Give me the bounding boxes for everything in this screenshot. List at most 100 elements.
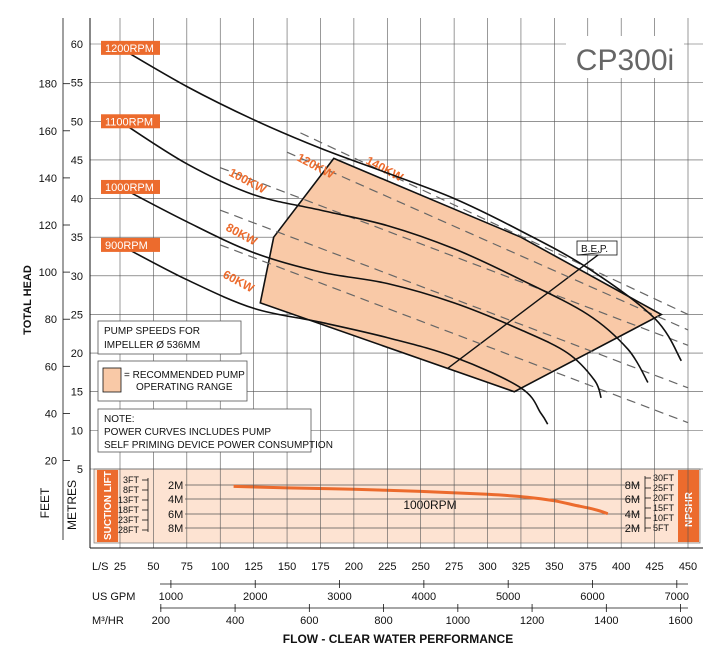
suction-lift-m-tick: 8M [168,523,183,535]
chart-title: CP300i [576,44,674,77]
y-tick-feet: 100 [39,267,57,279]
note-line3: SELF PRIMING DEVICE POWER CONSUMPTION [104,440,333,451]
x-tick-usgpm: 6000 [580,591,604,603]
x-tick-ls: 225 [378,561,396,573]
y-tick-metres: 15 [71,387,83,399]
x-tick-ls: 75 [181,561,193,573]
power-line-label: 120KW [295,150,337,181]
speed-curve [119,244,549,425]
npshr-label: NPSHR [684,491,695,527]
legend-box [97,360,248,402]
power-line [220,167,689,346]
operating-range-area [259,157,663,393]
x-tick-ls: 200 [345,561,363,573]
y-tick-metres: 55 [71,78,83,90]
y-tick-feet: 60 [45,361,57,373]
x-tick-ls: 450 [679,561,697,573]
suction-lift-ft-tick: 23FT [118,515,140,525]
x-tick-ls: 250 [412,561,430,573]
note-box [97,408,312,453]
power-line [220,244,689,424]
suction-lift-label: SUCTION LIFT [103,471,114,540]
legend-line2: OPERATING RANGE [136,382,233,393]
y-tick-feet: 20 [45,456,57,468]
speed-curve-tag [101,237,160,252]
x-unit-ls: L/S [92,561,109,573]
x-tick-m3hr: 1200 [520,615,544,627]
x-tick-ls: 150 [278,561,296,573]
x-tick-usgpm: 3000 [327,591,351,603]
x-tick-usgpm: 2000 [243,591,267,603]
x-axis-title: FLOW - CLEAR WATER PERFORMANCE [283,632,513,646]
speed-curve [119,186,602,399]
operating-range [259,157,663,393]
speed-curve-label: 1200RPM [105,43,154,55]
x-tick-m3hr: 800 [374,615,392,627]
npshr-ft-tick: 20FT [653,493,675,503]
x-tick-ls: 175 [311,561,329,573]
suction-lift-ft-tick: 18FT [118,505,140,515]
npshr-curve [233,484,609,516]
bep-line [447,252,602,370]
x-tick-ls: 325 [512,561,530,573]
x-tick-ls: 375 [579,561,597,573]
speed-curves: 1200RPM 1100RPM 1000RPM 900RPM [101,40,682,425]
y-axis-metres-label: METRES [65,480,79,530]
legend-swatch [102,367,122,393]
chart-labels: CP300i B.E.P. [566,36,684,256]
y-tick-feet: 140 [39,173,57,185]
x-tick-ls: 350 [545,561,563,573]
speed-curve-label: 1000RPM [105,182,154,194]
npshr-ft-tick: 5FT [653,523,670,533]
y-tick-metres: 50 [71,116,83,128]
x-tick-m3hr: 400 [226,615,244,627]
power-line [220,209,689,389]
bep-pointer [576,252,602,256]
bep-label-box [576,240,618,256]
x-tick-ls: 300 [478,561,496,573]
y-tick-metres: 10 [71,425,83,437]
speed-curve-tag [101,179,160,194]
suction-lift-bar [97,470,118,542]
notes: PUMP SPEEDS FOR IMPELLER Ø 536MM = RECOMME… [97,320,333,453]
suction-lift-m-tick: 4M [168,494,183,506]
x-unit-m3hr: M³/HR [92,615,124,627]
x-unit-usgpm: US GPM [92,591,135,603]
note-line2: POWER CURVES INCLUDES PUMP [104,427,271,438]
suction-lift-m-tick: 2M [168,480,183,492]
npshr-ft-tick: 10FT [653,513,675,523]
y-tick-feet: 160 [39,126,57,138]
x-tick-ls: 50 [147,561,159,573]
note-line1: NOTE: [104,414,135,425]
x-tick-m3hr: 600 [300,615,318,627]
y-tick-metres: 60 [71,39,83,51]
npshr-m-tick: 2M [625,523,640,535]
power-line-label: 80KW [224,220,261,248]
speed-curve-tag [101,40,160,55]
y-tick-metres: 35 [71,232,83,244]
npshr-ft-tick: 25FT [653,483,675,493]
speed-curve-tag [101,114,160,129]
suction-lift-panel-bg [93,468,701,544]
x-tick-usgpm: 5000 [496,591,520,603]
y-axis-feet-label: FEET [38,487,52,518]
suction-lift-ft-tick: 28FT [118,525,140,535]
power-line-label: 60KW [221,267,258,295]
y-tick-metres: 30 [71,271,83,283]
pump-speeds-line1: PUMP SPEEDS FOR [104,326,200,337]
npshr-bar [678,470,699,542]
y-tick-feet: 40 [45,408,57,420]
pump-speeds-box [97,320,242,355]
speed-curve [119,47,682,362]
npshr-ft-tick: 15FT [653,503,675,513]
axes: 10 15 20 25 30 35 40 45 50 55 60 5 20 40 60 80 100 120 140… [22,18,697,646]
speed-curve-label: 1100RPM [105,116,153,128]
power-line [286,151,689,331]
y-tick-feet: 120 [39,220,57,232]
y-tick-metres: 20 [71,348,83,360]
y-tick-metres-low: 5 [77,464,83,476]
y-tick-feet: 180 [39,79,57,91]
x-tick-usgpm: 7000 [665,591,689,603]
x-tick-ls: 400 [612,561,630,573]
